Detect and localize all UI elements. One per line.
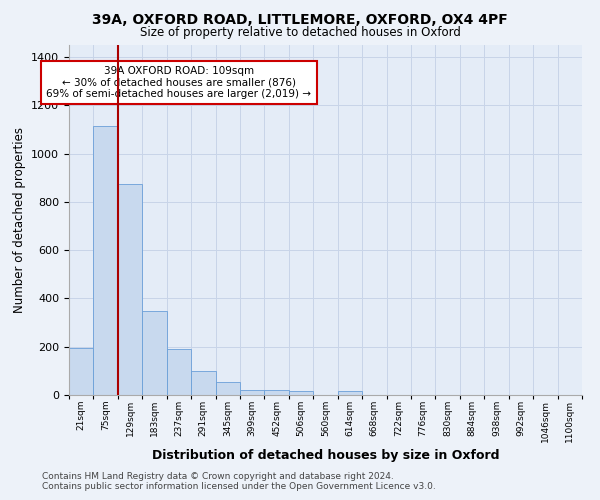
Text: 39A, OXFORD ROAD, LITTLEMORE, OXFORD, OX4 4PF: 39A, OXFORD ROAD, LITTLEMORE, OXFORD, OX… (92, 12, 508, 26)
Bar (118, 184, 142, 395)
Bar (215, 382, 240, 395)
Bar (69, 348, 94, 395)
Bar (289, 392, 313, 395)
Text: 39A OXFORD ROAD: 109sqm
← 30% of detached houses are smaller (876)
69% of semi-d: 39A OXFORD ROAD: 109sqm ← 30% of detache… (46, 66, 311, 99)
Y-axis label: Number of detached properties: Number of detached properties (13, 127, 26, 313)
Bar (191, 371, 215, 395)
Text: Contains HM Land Registry data © Crown copyright and database right 2024.: Contains HM Land Registry data © Crown c… (42, 472, 394, 481)
Text: Size of property relative to detached houses in Oxford: Size of property relative to detached ho… (140, 26, 460, 39)
Text: Contains public sector information licensed under the Open Government Licence v3: Contains public sector information licen… (42, 482, 436, 491)
Bar (338, 392, 362, 395)
X-axis label: Distribution of detached houses by size in Oxford: Distribution of detached houses by size … (152, 449, 499, 462)
Bar (167, 349, 191, 395)
Bar (94, 126, 118, 395)
Bar (240, 390, 265, 395)
Bar (265, 390, 289, 395)
Bar (142, 310, 167, 395)
